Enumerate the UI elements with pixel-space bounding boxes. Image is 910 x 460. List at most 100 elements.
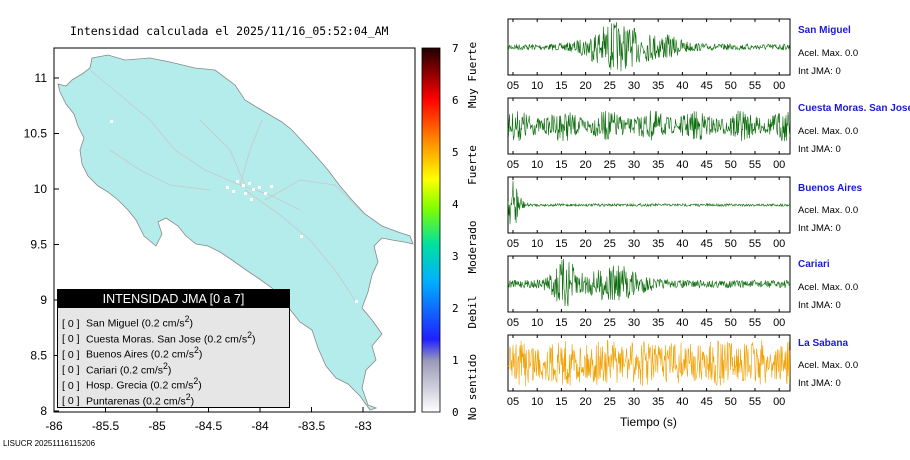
colorbar-category: Debil xyxy=(466,295,479,328)
time-tick-label: 35 xyxy=(652,80,664,92)
waveform-trace xyxy=(507,339,791,387)
time-tick-label: 55 xyxy=(749,80,761,92)
time-tick-label: 15 xyxy=(555,80,567,92)
waveform-frame xyxy=(507,97,791,155)
time-tick-label: 40 xyxy=(676,238,688,250)
time-tick-label: 50 xyxy=(725,159,737,171)
lon-tick-label: -85.5 xyxy=(92,419,120,433)
time-tick-label: 35 xyxy=(652,396,664,408)
time-tick-label: 00 xyxy=(773,80,785,92)
lat-tick-label: 9.5 xyxy=(30,238,47,252)
colorbar-category: Muy Fuerte xyxy=(466,42,479,108)
footer-id: LISUCR 20251116115206 xyxy=(3,439,96,448)
waveform-trace xyxy=(507,258,791,307)
time-tick-label: 35 xyxy=(652,317,664,329)
colorbar-category: No sentido xyxy=(466,354,479,420)
time-tick-label: 35 xyxy=(652,159,664,171)
colorbar-category: Fuerte xyxy=(466,145,479,185)
colorbar-tick-label: 7 xyxy=(452,42,459,55)
time-tick-label: 55 xyxy=(749,396,761,408)
map-lon-ticks: -86 -85.5 -85 -84.5 -84 -83.5 -83 xyxy=(45,407,372,433)
map-title: Intensidad calculada el 2025/11/16_05:52… xyxy=(70,24,389,38)
time-tick-label: 25 xyxy=(604,159,616,171)
map-lat-ticks: 11 10.5 10 9.5 9 8.5 8 xyxy=(24,71,59,418)
station-points xyxy=(110,120,358,303)
station-name: San Miguel xyxy=(798,25,851,36)
time-tick-label: 20 xyxy=(579,317,591,329)
time-tick-label: 05 xyxy=(507,396,519,408)
colorbar-tick-label: 1 xyxy=(452,354,459,367)
time-tick-label: 45 xyxy=(700,238,712,250)
legend-item: [ 0 ] Hosp. Grecia (0.2 cm/s2) xyxy=(62,376,202,392)
time-tick-label: 30 xyxy=(628,238,640,250)
time-tick-label: 45 xyxy=(700,159,712,171)
colorbar-tick-label: 4 xyxy=(452,198,459,211)
legend-title: INTENSIDAD JMA [0 a 7] xyxy=(58,290,289,308)
legend-item: [ 0 ] Puntarenas (0.2 cm/s2) xyxy=(62,391,195,408)
station-name: La Sabana xyxy=(798,338,849,349)
time-tick-label: 55 xyxy=(749,317,761,329)
time-tick-label: 40 xyxy=(676,159,688,171)
time-tick-label: 05 xyxy=(507,80,519,92)
station-jma: Int JMA: 0 xyxy=(798,223,841,234)
legend-item: [ 0 ] Cariari (0.2 cm/s2) xyxy=(62,360,172,377)
time-tick-label: 50 xyxy=(725,396,737,408)
time-tick-label: 15 xyxy=(555,238,567,250)
time-tick-label: 30 xyxy=(628,80,640,92)
waveform-panel: 05 10 15 20 25 30 35 40 45 50 55 00 xyxy=(507,97,791,171)
time-tick-label: 40 xyxy=(676,317,688,329)
time-tick-label: 20 xyxy=(579,396,591,408)
time-tick-label: 35 xyxy=(652,238,664,250)
time-tick-label: 00 xyxy=(773,396,785,408)
time-tick-label: 50 xyxy=(725,80,737,92)
time-tick-label: 05 xyxy=(507,317,519,329)
station-accel: Acel. Max. 0.0 xyxy=(798,126,859,137)
waveform-panel: 05 10 15 20 25 30 35 40 45 50 55 00 xyxy=(507,18,791,92)
time-tick-label: 55 xyxy=(749,159,761,171)
legend-item: [ 0 ] San Miguel (0.2 cm/s2) xyxy=(62,314,193,330)
colorbar-categories: No sentido Debil Moderado Fuerte Muy Fuerte xyxy=(466,42,479,420)
lat-tick-label: 8 xyxy=(40,404,47,418)
time-tick-label: 45 xyxy=(700,317,712,329)
lon-tick-label: -83.5 xyxy=(298,419,326,433)
lat-tick-label: 8.5 xyxy=(30,349,47,363)
time-tick-label: 40 xyxy=(676,80,688,92)
station-accel: Acel. Max. 0.0 xyxy=(798,282,859,293)
time-tick-label: 20 xyxy=(579,159,591,171)
legend-item: [ 0 ] Cuesta Moras. San Jose (0.2 cm/s2) xyxy=(62,329,256,346)
lon-tick-label: -85 xyxy=(148,419,166,433)
time-tick-label: 00 xyxy=(773,159,785,171)
station-accel: Acel. Max. 0.0 xyxy=(798,48,859,59)
time-tick-label: 10 xyxy=(531,80,543,92)
station-name: Cuesta Moras. San Jose xyxy=(798,103,910,114)
colorbar-category: Moderado xyxy=(466,221,479,274)
costa-rica-land xyxy=(57,54,414,411)
colorbar-tick-label: 0 xyxy=(452,406,459,419)
lat-tick-label: 10.5 xyxy=(24,127,48,141)
lat-tick-label: 9 xyxy=(40,293,47,307)
waveform-panel: 05 10 15 20 25 30 35 40 45 50 55 00 xyxy=(507,255,791,329)
time-tick-label: 20 xyxy=(579,238,591,250)
time-tick-label: 25 xyxy=(604,80,616,92)
station-jma: Int JMA: 0 xyxy=(798,300,841,311)
colorbar-gradient xyxy=(421,47,441,413)
time-tick-label: 10 xyxy=(531,396,543,408)
waveform-trace xyxy=(507,180,791,225)
time-tick-label: 25 xyxy=(604,317,616,329)
time-tick-label: 15 xyxy=(555,159,567,171)
colorbar-tick-label: 3 xyxy=(452,250,459,263)
time-tick-label: 10 xyxy=(531,317,543,329)
station-name: Buenos Aires xyxy=(798,183,863,194)
time-tick-label: 25 xyxy=(604,238,616,250)
time-tick-label: 55 xyxy=(749,238,761,250)
station-accel: Acel. Max. 0.0 xyxy=(798,205,859,216)
time-tick-label: 20 xyxy=(579,80,591,92)
station-jma: Int JMA: 0 xyxy=(798,378,841,389)
lon-tick-label: -84 xyxy=(251,419,269,433)
time-tick-label: 30 xyxy=(628,317,640,329)
station-name: Cariari xyxy=(798,259,830,270)
time-tick-label: 05 xyxy=(507,238,519,250)
time-tick-label: 50 xyxy=(725,238,737,250)
lat-tick-label: 11 xyxy=(35,71,48,85)
waveform-panels: 05 10 15 20 25 30 35 40 45 50 55 00 05 10 15 20 25 30 35 40… xyxy=(507,18,791,408)
